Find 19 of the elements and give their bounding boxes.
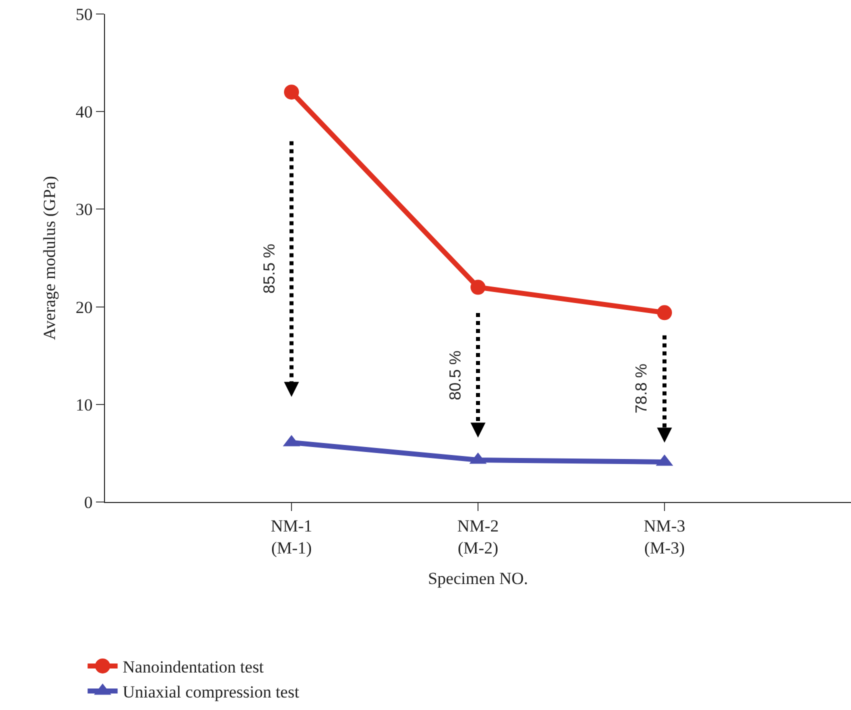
x-tick-label: NM-2 (M-2) [457,516,499,558]
x-axis-title: Specimen NO. [428,568,528,588]
y-axis-title: Average modulus (GPa) [40,176,60,340]
point [284,84,299,100]
annotation: 80.5 % [448,350,465,400]
x-tick-label: NM-3 (M-3) [644,516,686,558]
annotation: 85.5 % [261,244,278,294]
y-tick-label: 10 [76,395,93,414]
y-tick-label: 20 [76,298,93,317]
legend-label: Uniaxial compression test [122,682,300,702]
legend-label: Nanoindentation test [122,658,264,677]
annotation: 78.8 % [634,364,651,414]
y-tick-label: 40 [76,102,93,122]
point [470,280,486,295]
point [657,305,672,320]
x-tick-label: NM-1 (M-1) [270,516,312,558]
y-tick-label: 50 [76,4,93,24]
y-tick-label: 0 [84,492,93,512]
y-tick-label: 30 [76,200,93,220]
